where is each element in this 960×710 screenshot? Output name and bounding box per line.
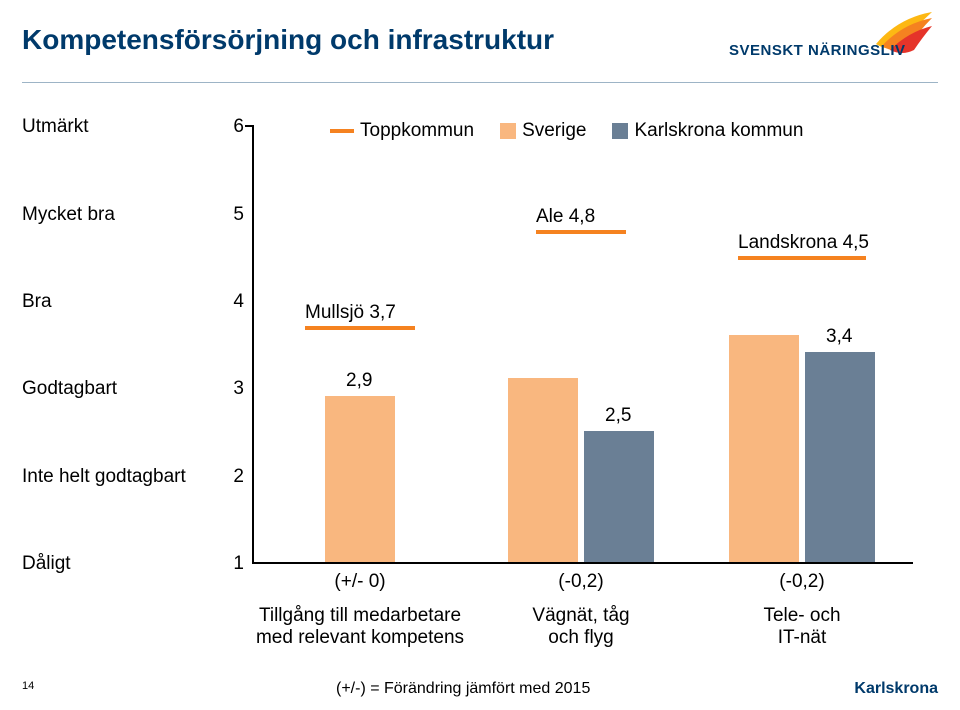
y-tick-number: 3 bbox=[224, 378, 244, 400]
bar-sverige bbox=[508, 378, 578, 562]
y-tick-number: 4 bbox=[224, 291, 244, 313]
top-marker-label: Ale 4,8 bbox=[536, 206, 595, 228]
y-category-label: Godtagbart bbox=[22, 378, 117, 400]
legend-item: Toppkommun bbox=[330, 120, 474, 142]
y-category-label: Inte helt godtagbart bbox=[22, 466, 186, 488]
bar-sverige bbox=[325, 396, 395, 562]
legend-item: Karlskrona kommun bbox=[612, 120, 803, 142]
y-tick-number: 5 bbox=[224, 204, 244, 226]
footer-note: (+/-) = Förändring jämfört med 2015 bbox=[336, 680, 590, 698]
top-marker bbox=[305, 326, 415, 330]
x-axis bbox=[252, 562, 913, 564]
top-marker-label: Landskrona 4,5 bbox=[738, 232, 869, 254]
y-category-label: Bra bbox=[22, 291, 52, 313]
x-category-label: Tillgång till medarbetaremed relevant ko… bbox=[250, 605, 470, 649]
y-category-label: Utmärkt bbox=[22, 116, 89, 138]
logo: SVENSKT NÄRINGSLIV bbox=[729, 14, 934, 70]
bar-value-label: 3,4 bbox=[826, 326, 852, 348]
legend-swatch bbox=[612, 123, 628, 139]
y-tick-number: 1 bbox=[224, 553, 244, 575]
y-category-label: Dåligt bbox=[22, 553, 71, 575]
x-category-label: Vägnät, tågoch flyg bbox=[471, 605, 691, 649]
bar-karlskrona bbox=[584, 431, 654, 562]
bar-sverige bbox=[729, 335, 799, 562]
bar-value-label: 2,9 bbox=[346, 370, 372, 392]
top-marker bbox=[536, 230, 626, 234]
x-category-label: Tele- ochIT-nät bbox=[692, 605, 912, 649]
y-tick-number: 6 bbox=[224, 116, 244, 138]
delta-label: (+/- 0) bbox=[310, 571, 410, 593]
y-category-label: Mycket bra bbox=[22, 204, 115, 226]
legend-swatch bbox=[330, 129, 354, 133]
y-top-tick bbox=[245, 125, 253, 127]
logo-text: SVENSKT NÄRINGSLIV bbox=[729, 42, 906, 59]
delta-label: (-0,2) bbox=[752, 571, 852, 593]
title-rule bbox=[22, 82, 938, 83]
top-marker bbox=[738, 256, 866, 260]
y-tick-number: 2 bbox=[224, 466, 244, 488]
delta-label: (-0,2) bbox=[531, 571, 631, 593]
page-number: 14 bbox=[22, 680, 34, 692]
top-marker-label: Mullsjö 3,7 bbox=[305, 302, 396, 324]
bar-karlskrona bbox=[805, 352, 875, 562]
legend-swatch bbox=[500, 123, 516, 139]
footer-location: Karlskrona bbox=[854, 680, 938, 698]
legend: Toppkommun Sverige Karlskrona kommun bbox=[330, 120, 803, 142]
bar-value-label: 2,5 bbox=[605, 405, 631, 427]
y-axis bbox=[252, 125, 254, 562]
legend-item: Sverige bbox=[500, 120, 586, 142]
page-title: Kompetensförsörjning och infrastruktur bbox=[22, 24, 554, 56]
page: Kompetensförsörjning och infrastruktur S… bbox=[0, 0, 960, 710]
